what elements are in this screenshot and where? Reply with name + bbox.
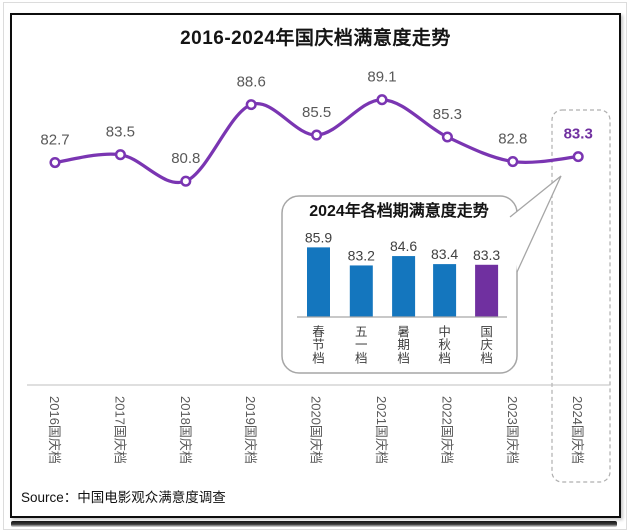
inset-bar-label-暑期档: 84.6 bbox=[390, 238, 417, 254]
inset-cat-label-暑期档: 暑期档 bbox=[397, 325, 410, 365]
x-axis-label-2020国庆档: 2020国庆档 bbox=[309, 396, 324, 464]
inset-bar-暑期档 bbox=[392, 256, 416, 317]
inset-bar-春节档 bbox=[307, 247, 330, 317]
data-label-2019国庆档: 88.6 bbox=[237, 74, 266, 91]
inset-bar-中秋档 bbox=[433, 264, 457, 317]
data-point-marker-2021国庆档 bbox=[376, 94, 388, 106]
inset-bar-label-国庆档: 83.3 bbox=[473, 247, 500, 263]
inset-bar-国庆档 bbox=[475, 264, 499, 317]
x-axis-label-2018国庆档: 2018国庆档 bbox=[178, 396, 193, 464]
chart-card: 2016-2024年国庆档满意度走势 2016国庆档 2017国庆档 2018国庆档… bbox=[10, 13, 621, 518]
chart-title: 2016-2024年国庆档满意度走势 bbox=[180, 28, 451, 49]
inset-bar-label-五一档: 83.2 bbox=[348, 247, 375, 263]
data-point-marker-2020国庆档 bbox=[311, 129, 323, 141]
data-label-2016国庆档: 82.7 bbox=[40, 132, 69, 149]
x-axis-label-2016国庆档: 2016国庆档 bbox=[47, 396, 62, 464]
data-label-2023国庆档: 82.8 bbox=[498, 131, 527, 148]
inset-bar-label-春节档: 85.9 bbox=[305, 229, 332, 245]
data-point-marker-2017国庆档 bbox=[114, 149, 126, 161]
x-axis-label-2021国庆档: 2021国庆档 bbox=[374, 396, 389, 464]
inset-cat-label-中秋档: 中秋档 bbox=[438, 324, 451, 365]
data-point-marker-2022国庆档 bbox=[441, 131, 453, 143]
inset-cat-label-国庆档: 国庆档 bbox=[480, 325, 493, 365]
x-axis-label-2017国庆档: 2017国庆档 bbox=[112, 396, 127, 464]
satisfaction-trend-chart: 2016国庆档 2017国庆档 2018国庆档 2019国庆档 2020国庆档 2021国… bbox=[27, 69, 611, 483]
inset-cat-label-五一档: 五一档 bbox=[355, 325, 368, 365]
source-note: Source：中国电影观众满意度调查 bbox=[21, 490, 226, 505]
data-point-marker-2016国庆档 bbox=[49, 156, 61, 169]
x-axis-label-2023国庆档: 2023国庆档 bbox=[505, 396, 520, 464]
x-axis-label-2019国庆档: 2019国庆档 bbox=[243, 396, 258, 464]
inset-bar-五一档 bbox=[349, 265, 373, 317]
data-label-2022国庆档: 85.3 bbox=[433, 106, 462, 123]
data-point-marker-2023国庆档 bbox=[507, 155, 519, 168]
x-axis-label-2024国庆档: 2024国庆档 bbox=[570, 396, 585, 464]
data-point-marker-2024国庆档 bbox=[572, 151, 584, 163]
callout-tail bbox=[509, 175, 562, 273]
data-label-2024国庆档: 83.3 bbox=[564, 126, 593, 143]
data-label-2020国庆档: 85.5 bbox=[302, 104, 331, 121]
inset-cat-label-春节档: 春节档 bbox=[312, 325, 325, 365]
inset-title: 2024年各档期满意度走势 bbox=[309, 201, 489, 220]
data-label-2018国庆档: 80.8 bbox=[171, 150, 200, 167]
data-label-2021国庆档: 89.1 bbox=[367, 69, 396, 86]
next-section-edge bbox=[11, 521, 617, 527]
x-axis-label-2022国庆档: 2022国庆档 bbox=[439, 396, 454, 464]
data-point-marker-2018国庆档 bbox=[180, 175, 192, 187]
inset-bar-label-中秋档: 83.4 bbox=[431, 246, 458, 262]
data-point-marker-2019国庆档 bbox=[245, 99, 257, 111]
data-label-2017国庆档: 83.5 bbox=[106, 124, 135, 141]
